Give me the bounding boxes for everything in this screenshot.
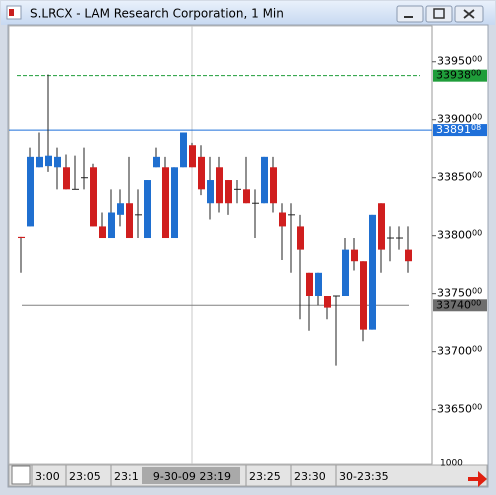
x-tick-label: 3:00: [35, 470, 60, 483]
x-tick-label: 23:1: [114, 470, 139, 483]
y-tick-label: 3370000: [437, 344, 482, 358]
candle-body: [117, 203, 124, 215]
candle-body: [153, 156, 160, 168]
price-label-box: [433, 124, 487, 137]
candle-body: [378, 203, 385, 250]
candle-body: [324, 296, 331, 308]
plot-area: [8, 25, 433, 465]
x-tick-label: 23:30: [294, 470, 326, 483]
maximize-button[interactable]: [425, 5, 453, 23]
candle-body: [198, 156, 205, 190]
candle-body: [207, 180, 214, 204]
candle-body: [189, 145, 196, 168]
candle-body: [225, 180, 232, 204]
candle-body: [108, 212, 115, 239]
candle-body: [99, 226, 106, 239]
candle-body: [81, 177, 88, 179]
x-tick-label: 23:05: [69, 470, 101, 483]
window-title: S.LRCX - LAM Research Corporation, 1 Min: [30, 7, 284, 21]
candle-body: [90, 167, 97, 227]
candle-body: [306, 272, 313, 297]
candle-body: [342, 249, 349, 297]
candle-body: [162, 167, 169, 239]
candle-body: [252, 202, 259, 204]
price-label: 3374000: [436, 298, 481, 312]
candle-body: [144, 180, 151, 239]
candle-body: [54, 156, 61, 168]
y-tick-label: 3390000: [437, 112, 482, 126]
candle-body: [18, 236, 25, 239]
candle-body: [63, 167, 70, 190]
candle-body: [351, 249, 358, 262]
close-button[interactable]: [454, 5, 484, 23]
minimize-button[interactable]: [396, 5, 424, 23]
candle-body: [36, 156, 43, 168]
candle-body: [27, 156, 34, 227]
candle-body: [180, 132, 187, 168]
y-tick-label: 3375000: [437, 286, 482, 300]
candle-body: [387, 237, 394, 239]
price-label-box: [433, 69, 487, 82]
candle-body: [405, 249, 412, 262]
window-icon-part: [9, 9, 14, 16]
price-label: 3389108: [436, 123, 481, 137]
scale-label: 1000: [440, 459, 463, 469]
candle-body: [288, 214, 295, 216]
crosshair-label: 9-30-09 23:19: [153, 470, 231, 483]
candle-body: [360, 261, 367, 330]
candle-body: [171, 167, 178, 239]
scroll-arrow[interactable]: [468, 471, 487, 487]
x-tick-label: 23:25: [249, 470, 281, 483]
candle-body: [369, 214, 376, 330]
candle-body: [72, 188, 79, 190]
candle-body: [135, 214, 142, 216]
candle-body: [270, 167, 277, 204]
crosshair-label-box: [142, 467, 240, 484]
y-tick-label: 3385000: [437, 170, 482, 184]
candle-body: [297, 226, 304, 250]
candle-body: [333, 295, 340, 297]
candle-body: [396, 237, 403, 239]
price-label-box: [433, 299, 487, 312]
x-tick-label: 30-23:35: [339, 470, 389, 483]
candle-body: [126, 203, 133, 239]
candle-body: [261, 156, 268, 204]
y-tick-label: 3365000: [437, 402, 482, 416]
time-axis-bar: [8, 464, 488, 487]
candle-body: [234, 188, 241, 190]
candle-body: [243, 189, 250, 204]
price-label: 3393800: [436, 68, 481, 82]
candle-body: [45, 155, 52, 167]
corner-box[interactable]: [11, 465, 31, 485]
y-tick-label: 3395000: [437, 54, 482, 67]
y-tick-label: 3380000: [437, 228, 482, 242]
candle-body: [279, 212, 286, 227]
candle-body: [315, 272, 322, 297]
candle-body: [216, 167, 223, 204]
